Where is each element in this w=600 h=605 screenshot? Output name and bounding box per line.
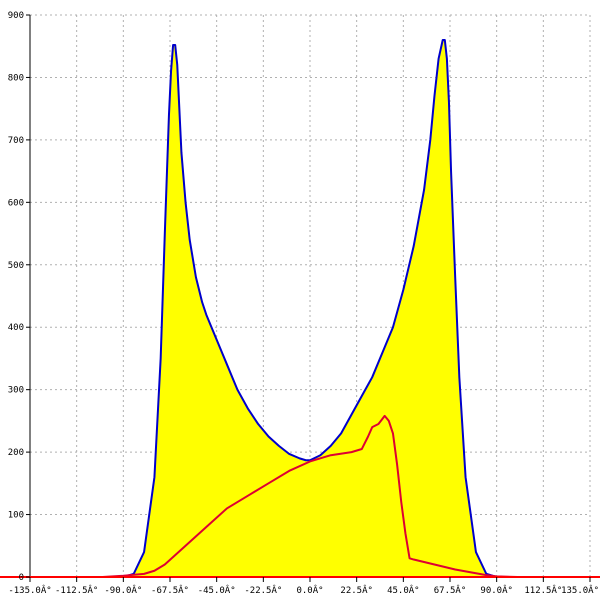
y-tick-labels: 0 100 200 300 400 500 600 700 800 900 — [8, 11, 24, 583]
y-tick-label: 300 — [8, 386, 24, 396]
x-tick-labels: -135.0Â° -112.5Â° -90.0Â° -67.5Â° -45.0Â° -22… — [8, 584, 599, 596]
y-tick-label: 500 — [8, 261, 24, 271]
y-tick-label: 400 — [8, 323, 24, 333]
line-series-layer — [30, 414, 590, 578]
y-tick-label: 200 — [8, 448, 24, 458]
x-tick-label: -67.5Â° — [151, 584, 189, 596]
y-tick-label: 600 — [8, 198, 24, 208]
x-tick-label: 112.5Â° — [524, 584, 562, 596]
x-tick-label: -22.5Â° — [244, 584, 282, 596]
axes — [0, 14, 600, 582]
y-tick-label: 100 — [8, 511, 24, 521]
area-series-layer — [30, 38, 590, 578]
x-tick-label: 67.5Â° — [434, 584, 467, 596]
x-tick-label: -45.0Â° — [198, 584, 236, 596]
y-tick-label: 800 — [8, 73, 24, 83]
line-series — [30, 414, 590, 578]
area-series-outline — [30, 38, 590, 578]
x-tick-label: 45.0Â° — [387, 584, 420, 596]
y-tick-label: 0 — [19, 573, 24, 583]
x-tick-label: 135.0Â° — [561, 584, 599, 596]
y-tick-label: 900 — [8, 11, 24, 21]
x-tick-label: -112.5Â° — [55, 584, 98, 596]
area-series-fill — [30, 39, 590, 578]
x-tick-label: 22.5Â° — [340, 584, 373, 596]
x-tick-label: 90.0Â° — [480, 584, 513, 596]
y-tick-label: 700 — [8, 136, 24, 146]
x-tick-label: 0.0Â° — [296, 584, 323, 596]
x-tick-label: -90.0Â° — [104, 584, 142, 596]
x-tick-label: -135.0Â° — [8, 584, 51, 596]
